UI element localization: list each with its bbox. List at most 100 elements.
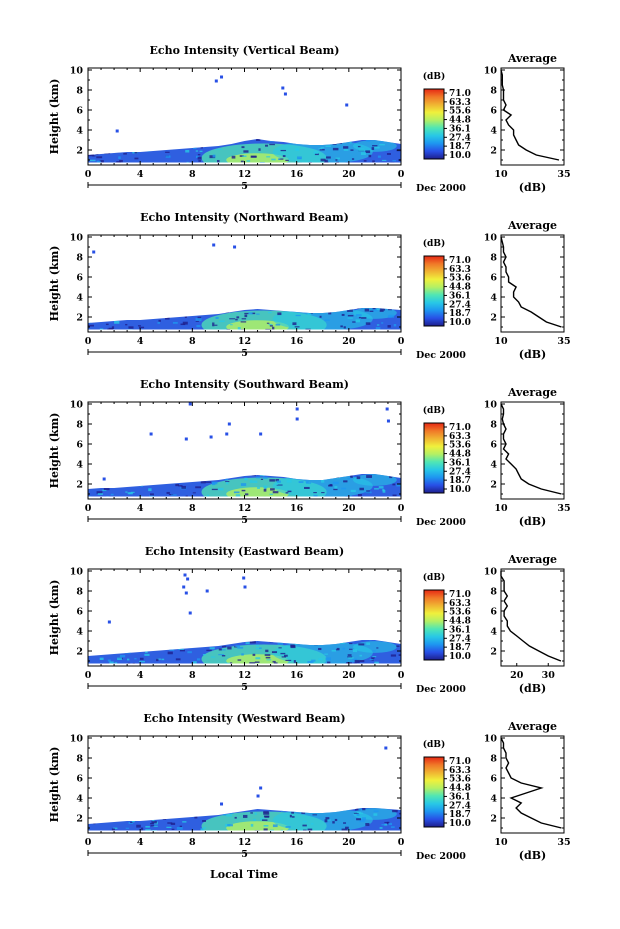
x-tick-label: 0: [398, 336, 405, 347]
cloud-texture: [173, 813, 177, 816]
cloud-texture: [97, 318, 103, 322]
cloud-texture: [150, 825, 155, 827]
cloud-texture: [302, 820, 308, 823]
x-tick-label: 8: [189, 837, 196, 848]
cloud-texture: [332, 143, 337, 145]
x-tick-label: 4: [137, 670, 144, 681]
cloud-texture: [244, 314, 248, 318]
cloud-texture: [271, 302, 277, 303]
scatter-echo: [182, 585, 186, 589]
avg-profile-line: [500, 69, 560, 161]
cloud-texture: [369, 659, 374, 661]
cloud-texture: [324, 653, 328, 655]
cloud-texture: [231, 155, 236, 159]
cloud-texture: [239, 155, 244, 157]
avg-y-tick-label: 2: [490, 313, 497, 324]
cloud-texture: [138, 136, 143, 138]
cloud-texture: [339, 642, 345, 644]
y-tick-label: 10: [70, 66, 84, 77]
cloud-texture: [109, 485, 113, 488]
cloud-texture: [276, 139, 281, 141]
cloud-texture: [319, 315, 322, 318]
cloud-texture: [176, 827, 183, 830]
cloud-texture: [120, 142, 124, 144]
cloud-texture: [148, 305, 151, 307]
x-tick-label: 0: [85, 837, 92, 848]
cloud-layer: [88, 634, 401, 664]
colorbar-tick-label: 36.1: [449, 124, 471, 134]
cloud-texture: [345, 826, 349, 829]
cloud-texture: [287, 490, 292, 493]
cloud-texture: [158, 319, 161, 322]
avg-y-tick-label: 10: [484, 567, 498, 578]
colorbar-unit: (dB): [423, 572, 445, 583]
cloud-texture: [238, 329, 245, 330]
cloud-texture: [306, 143, 312, 145]
cloud-texture: [128, 326, 134, 329]
cloud-texture: [359, 654, 363, 657]
cloud-texture: [274, 474, 280, 475]
cloud-texture: [266, 322, 270, 324]
cloud-texture: [142, 308, 148, 312]
scatter-echo: [183, 573, 187, 577]
avg-frame: [500, 735, 565, 834]
cloud-texture: [106, 139, 111, 143]
cloud-texture: [250, 805, 256, 807]
cloud-texture: [129, 139, 134, 140]
cloud-texture: [192, 302, 198, 303]
cloud-texture: [327, 661, 331, 664]
cloud-texture: [263, 485, 268, 489]
cloud-texture: [341, 802, 347, 804]
y-tick-label: 8: [76, 420, 83, 431]
panel-title: Echo Intensity (Northward Beam): [140, 211, 349, 224]
cloud-texture: [375, 327, 381, 330]
cloud-texture: [123, 152, 127, 155]
cloud-texture: [350, 475, 353, 479]
cloud-texture: [347, 656, 353, 658]
cloud-texture: [381, 322, 384, 324]
cloud-texture: [121, 808, 125, 810]
cloud-texture: [152, 818, 155, 822]
cloud-texture: [352, 321, 356, 323]
cloud-texture: [243, 150, 249, 153]
cloud-texture: [251, 155, 257, 158]
cloud-texture: [258, 640, 263, 641]
cloud-texture: [378, 486, 384, 489]
cloud-texture: [147, 150, 151, 152]
x-tick-label: 12: [238, 169, 251, 180]
cloud-texture: [246, 308, 250, 309]
cloud-texture: [335, 158, 338, 161]
avg-frame: [500, 234, 565, 333]
cloud-texture: [92, 149, 96, 151]
cloud-texture: [134, 658, 137, 660]
cloud-texture: [333, 488, 338, 491]
cloud-texture: [239, 634, 244, 637]
cloud-texture: [88, 320, 92, 324]
cloud-texture: [315, 303, 319, 305]
cloud-texture: [335, 475, 340, 479]
cloud-texture: [134, 136, 138, 137]
cloud-texture: [238, 641, 243, 643]
cloud-texture: [241, 489, 246, 492]
cloud-texture: [138, 326, 145, 329]
panel-title: Echo Intensity (Westward Beam): [143, 712, 345, 725]
cloud-texture: [130, 318, 137, 320]
cloud-texture: [137, 311, 142, 315]
cloud-texture: [149, 640, 155, 641]
cloud-texture: [374, 146, 380, 149]
cloud-texture: [227, 809, 234, 812]
cloud-texture: [187, 651, 192, 654]
y-tick-label: 10: [70, 233, 84, 244]
day-label: 5: [241, 515, 248, 526]
cloud-texture: [198, 808, 203, 810]
cloud-texture: [362, 808, 366, 811]
cloud-texture: [180, 143, 186, 147]
cloud-texture: [163, 310, 170, 312]
cloud-texture: [102, 316, 105, 318]
cloud-texture: [393, 139, 397, 141]
cloud-texture: [340, 139, 346, 142]
cloud-texture: [313, 150, 319, 154]
cloud-texture: [168, 493, 174, 496]
cloud-texture: [349, 134, 351, 135]
cloud-texture: [382, 134, 386, 137]
